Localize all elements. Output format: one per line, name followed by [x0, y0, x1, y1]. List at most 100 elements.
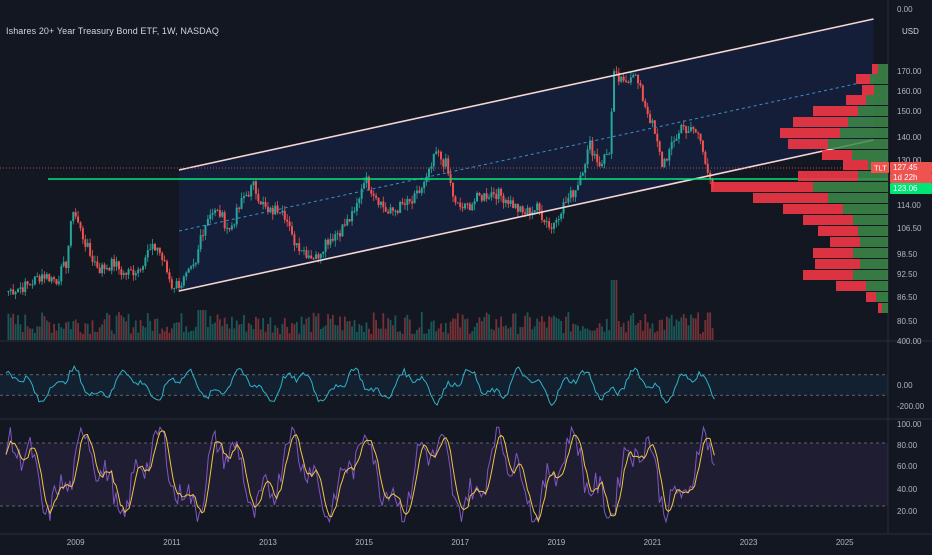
volume-bar	[295, 321, 298, 340]
volume-bar	[348, 321, 351, 340]
volume-profile-down	[753, 193, 828, 203]
volume-bar	[72, 321, 75, 340]
volume-bar	[178, 322, 180, 340]
candle-body	[38, 276, 41, 282]
candle-body	[382, 201, 385, 208]
volume-bar	[497, 327, 500, 340]
candle-body	[182, 276, 185, 286]
volume-bar	[197, 310, 200, 340]
volume-bar	[327, 314, 329, 340]
candle-body	[170, 279, 173, 289]
candle-body	[264, 202, 267, 207]
volume-bar	[408, 319, 411, 340]
price-tick-label: 114.00	[897, 201, 921, 210]
volume-bar	[524, 315, 527, 340]
volume-bar	[300, 316, 303, 340]
candle-body	[540, 210, 543, 220]
price-tick-label: 140.00	[897, 133, 922, 142]
candle-body	[221, 212, 224, 217]
candle-body	[310, 255, 313, 259]
candle-body	[168, 272, 171, 280]
volume-bar	[67, 321, 70, 340]
candle-body	[560, 213, 563, 219]
volume-bar	[466, 318, 469, 340]
candle-body	[680, 124, 683, 134]
candle-body	[661, 151, 664, 167]
candle-body	[9, 289, 12, 292]
candle-body	[490, 192, 493, 198]
candle-body	[418, 190, 421, 193]
candle-body	[257, 193, 260, 202]
volume-bar	[413, 333, 416, 340]
volume-bar	[663, 329, 666, 340]
volume-bar	[194, 326, 197, 340]
volume-bar	[550, 317, 553, 340]
volume-bar	[86, 323, 89, 340]
volume-bar	[476, 322, 478, 340]
candle-body	[663, 159, 666, 167]
candle-body	[14, 292, 17, 295]
countdown-badge	[890, 173, 932, 183]
candle-body	[370, 190, 373, 194]
volume-bar	[55, 330, 58, 340]
candle-body	[538, 203, 541, 211]
volume-bar	[343, 316, 346, 340]
candle-body	[252, 181, 255, 186]
candle-body	[617, 72, 620, 82]
candle-body	[569, 190, 572, 198]
price-tick-label: 98.50	[897, 250, 918, 259]
candle-body	[154, 243, 157, 251]
candle-body	[603, 154, 606, 165]
currency-label[interactable]: USD	[902, 27, 919, 36]
candle-body	[26, 281, 29, 285]
candle-body	[235, 207, 238, 225]
volume-profile-down	[813, 248, 853, 258]
candle-body	[656, 133, 659, 142]
volume-bar	[613, 280, 615, 340]
candle-body	[375, 195, 378, 198]
channel-upper-line	[178, 18, 874, 171]
volume-bar	[603, 331, 606, 340]
candle-body	[504, 200, 507, 204]
volume-bar	[380, 328, 382, 340]
volume-bar	[538, 321, 541, 340]
candle-body	[293, 234, 296, 246]
time-tick-label: 2019	[547, 538, 565, 547]
candle-body	[319, 253, 322, 259]
candle-body	[185, 272, 188, 277]
volume-bar	[33, 332, 36, 340]
candle-body	[211, 213, 214, 215]
volume-bar	[94, 331, 96, 340]
volume-bar	[651, 323, 654, 340]
candle-body	[464, 203, 467, 209]
candle-body	[7, 291, 10, 293]
price-tick-label: 150.00	[897, 107, 922, 116]
candle-body	[276, 205, 279, 213]
candle-body	[704, 151, 707, 164]
volume-bar	[423, 333, 426, 340]
volume-bar	[53, 323, 55, 340]
volume-bar	[281, 324, 284, 340]
candle-body	[190, 266, 193, 269]
price-tick-label: 170.00	[897, 67, 922, 76]
volume-profile	[711, 64, 888, 313]
volume-bar	[584, 328, 587, 340]
candle-body	[632, 75, 635, 78]
volume-bar	[57, 323, 60, 340]
volume-bar	[192, 330, 195, 340]
volume-bar	[269, 317, 272, 340]
volume-bar	[14, 324, 17, 340]
volume-bar	[214, 322, 216, 340]
candle-body	[420, 188, 423, 193]
candle-body	[322, 251, 325, 254]
candle-body	[608, 153, 611, 155]
volume-bar	[130, 333, 132, 340]
candle-body	[384, 207, 387, 212]
channel-lower-line	[178, 139, 874, 292]
volume-profile-up	[860, 259, 888, 269]
volume-bar	[577, 325, 579, 340]
volume-bar	[562, 333, 565, 340]
candle-body	[629, 77, 632, 83]
